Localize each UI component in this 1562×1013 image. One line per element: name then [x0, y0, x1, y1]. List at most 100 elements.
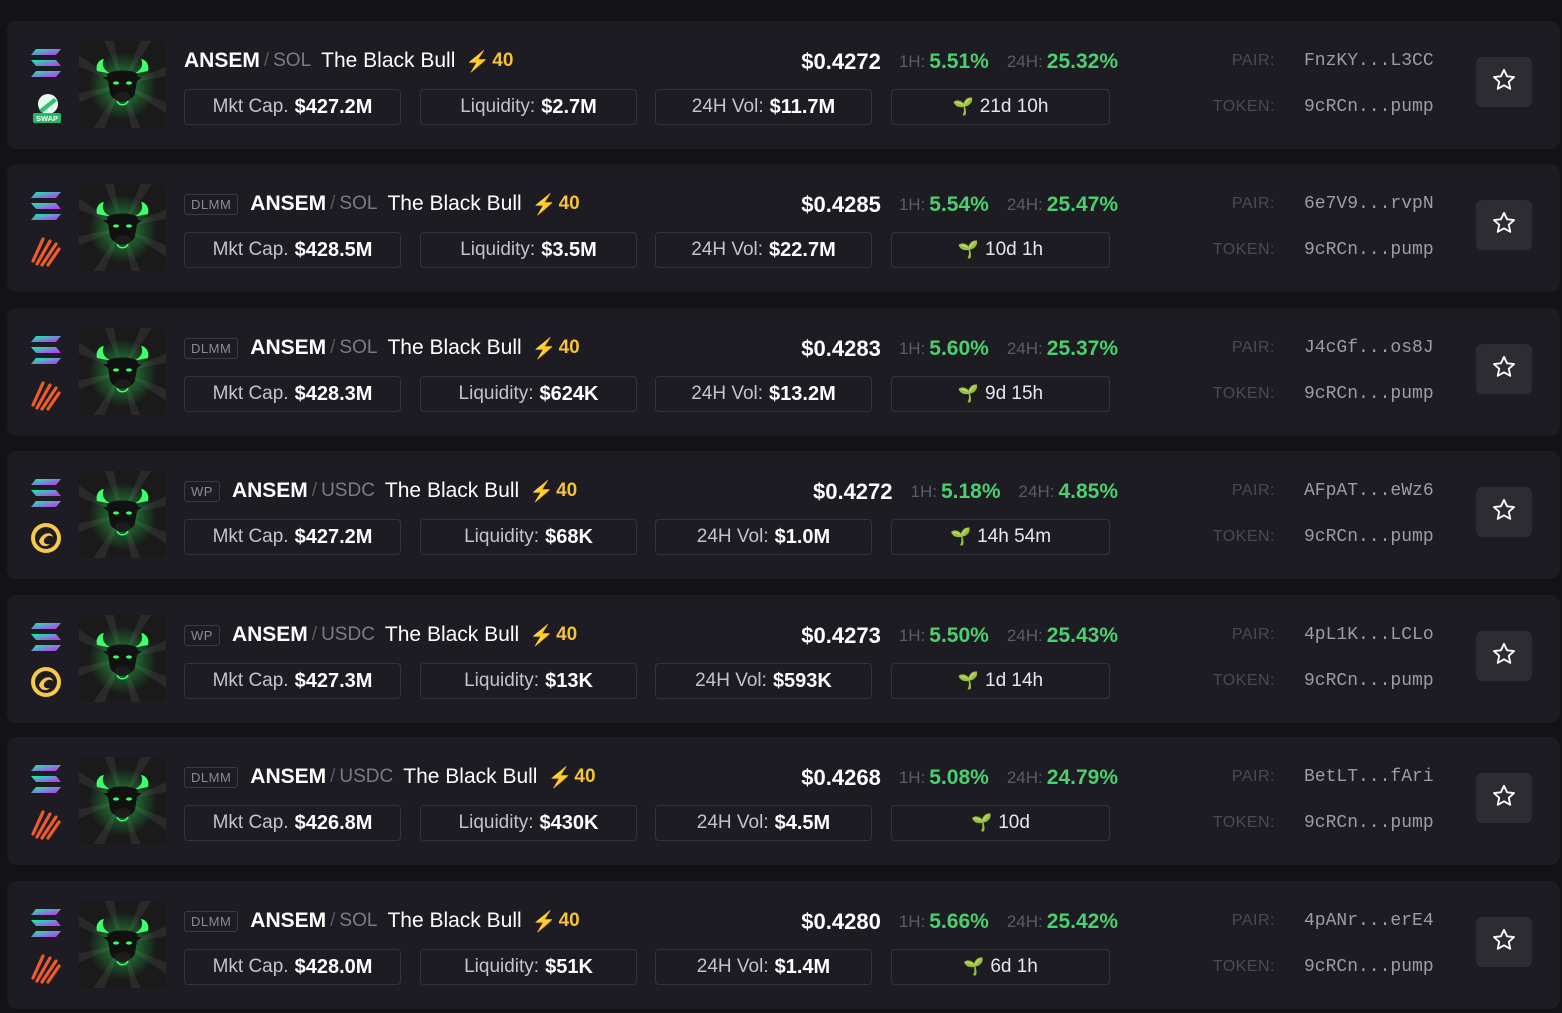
- liquidity-box: Liquidity: $2.7M: [420, 89, 637, 125]
- volume-value: $593K: [772, 669, 832, 692]
- pair-row[interactable]: DLMM ANSEM / SOL The Black Bull ⚡ 40 $0.…: [7, 164, 1560, 292]
- token-label: TOKEN:: [1212, 98, 1275, 115]
- pair-address[interactable]: 6e7V9...rvpN: [1304, 194, 1434, 214]
- pair-address[interactable]: FnzKY...L3CC: [1304, 51, 1434, 71]
- pair-heading[interactable]: ANSEM / SOL The Black Bull ⚡ 40: [184, 47, 513, 75]
- meteora-icon: [30, 808, 62, 840]
- score-value: 40: [558, 910, 580, 931]
- svg-text:SWAP: SWAP: [36, 114, 58, 123]
- token-avatar[interactable]: [79, 901, 166, 988]
- pair-heading[interactable]: DLMM ANSEM / SOL The Black Bull ⚡ 40: [184, 190, 580, 218]
- pair-address[interactable]: 4pL1K...LCLo: [1304, 625, 1434, 645]
- token-avatar[interactable]: [79, 757, 166, 844]
- liquidity-value: $2.7M: [541, 95, 597, 118]
- token-address[interactable]: 9cRCn...pump: [1304, 671, 1434, 691]
- pair-row[interactable]: WP ANSEM / USDC The Black Bull ⚡ 40 $0.4…: [7, 451, 1560, 579]
- token-address[interactable]: 9cRCn...pump: [1304, 527, 1434, 547]
- pair-row[interactable]: SWAP ANSEM / SOL The Black Bull ⚡ 40 $0.…: [7, 21, 1560, 149]
- pair-heading[interactable]: WP ANSEM / USDC The Black Bull ⚡ 40: [184, 477, 577, 505]
- token-address[interactable]: 9cRCn...pump: [1304, 813, 1434, 833]
- change-1h-label: 1H:: [910, 482, 937, 501]
- market-cap-box: Mkt Cap. $428.3M: [184, 376, 401, 412]
- pair-heading[interactable]: DLMM ANSEM / SOL The Black Bull ⚡ 40: [184, 334, 580, 362]
- pair-label: PAIR:: [1231, 626, 1275, 643]
- favorite-button[interactable]: [1476, 57, 1532, 107]
- score-value: 40: [556, 480, 578, 501]
- change-24h-label: 24H:: [1006, 339, 1043, 358]
- change-24h-label: 24H:: [1006, 626, 1043, 645]
- pair-address[interactable]: AFpAT...eWz6: [1304, 481, 1434, 501]
- token-avatar[interactable]: [79, 184, 166, 271]
- pool-type-badge: DLMM: [184, 337, 239, 359]
- token-name: The Black Bull: [387, 909, 522, 932]
- age-value: 10d 1h: [985, 239, 1044, 260]
- volume-value: $4.5M: [774, 811, 831, 834]
- pair-address[interactable]: J4cGf...os8J: [1304, 338, 1434, 358]
- pair-heading[interactable]: WP ANSEM / USDC The Black Bull ⚡ 40: [184, 621, 577, 649]
- token-label: TOKEN:: [1212, 814, 1275, 831]
- pool-type-badge: WP: [184, 624, 220, 646]
- sprout-icon: 🌱: [957, 240, 980, 259]
- liquidity-value: $624K: [539, 382, 599, 405]
- pair-separator: /: [330, 337, 336, 358]
- change-1h-label: 1H:: [898, 52, 926, 71]
- market-cap-box: Mkt Cap. $427.2M: [184, 89, 401, 125]
- pair-row[interactable]: DLMM ANSEM / SOL The Black Bull ⚡ 40 $0.…: [7, 881, 1560, 1009]
- market-cap-label: Mkt Cap.: [212, 812, 289, 833]
- solana-icon: [30, 908, 62, 938]
- token-address[interactable]: 9cRCn...pump: [1304, 384, 1434, 404]
- age-value: 6d 1h: [990, 956, 1038, 977]
- favorite-button[interactable]: [1476, 773, 1532, 823]
- market-cap-label: Mkt Cap.: [212, 239, 289, 260]
- token-avatar[interactable]: [79, 41, 166, 128]
- pair-address[interactable]: BetLT...fAri: [1304, 767, 1434, 787]
- favorite-button[interactable]: [1476, 917, 1532, 967]
- market-cap-label: Mkt Cap.: [212, 956, 289, 977]
- liquidity-label: Liquidity:: [464, 670, 540, 691]
- score-value: 40: [556, 624, 578, 645]
- solana-icon: [30, 622, 62, 652]
- sprout-icon: 🌱: [963, 957, 985, 976]
- price-value: $0.4272: [812, 479, 893, 504]
- price-value: $0.4268: [801, 765, 881, 790]
- token-address[interactable]: 9cRCn...pump: [1304, 97, 1434, 117]
- star-icon: [1491, 67, 1517, 98]
- token-avatar[interactable]: [79, 471, 166, 558]
- token-name: The Black Bull: [387, 192, 522, 215]
- sprout-icon: 🌱: [957, 671, 980, 690]
- token-avatar[interactable]: [79, 615, 166, 702]
- change-24h-value: 24.79%: [1046, 766, 1118, 789]
- liquidity-value: $51K: [545, 955, 593, 978]
- pool-type-badge: WP: [184, 480, 220, 502]
- pair-separator: /: [330, 766, 336, 787]
- price-stats: $0.4285 1H: 5.54% 24H: 25.47%: [801, 192, 1118, 218]
- meteora-icon: [30, 379, 62, 411]
- token-address[interactable]: 9cRCn...pump: [1304, 957, 1434, 977]
- star-icon: [1491, 354, 1517, 385]
- meteora-icon: [30, 235, 62, 267]
- pair-row[interactable]: WP ANSEM / USDC The Black Bull ⚡ 40 $0.4…: [7, 595, 1560, 723]
- price-stats: $0.4272 1H: 5.51% 24H: 25.32%: [801, 49, 1118, 75]
- pair-heading[interactable]: DLMM ANSEM / SOL The Black Bull ⚡ 40: [184, 907, 580, 935]
- favorite-button[interactable]: [1476, 344, 1532, 394]
- pair-row[interactable]: DLMM ANSEM / USDC The Black Bull ⚡ 40 $0…: [7, 737, 1560, 865]
- token-avatar[interactable]: [79, 328, 166, 415]
- favorite-button[interactable]: [1476, 200, 1532, 250]
- star-icon: [1491, 641, 1517, 672]
- pair-heading[interactable]: DLMM ANSEM / USDC The Black Bull ⚡ 40: [184, 763, 596, 791]
- change-24h-value: 25.32%: [1046, 50, 1118, 73]
- favorite-button[interactable]: [1476, 487, 1532, 537]
- volume-box: 24H Vol: $13.2M: [655, 376, 872, 412]
- volume-label: 24H Vol:: [691, 239, 764, 260]
- pair-address[interactable]: 4pANr...erE4: [1304, 911, 1434, 931]
- star-icon: [1491, 927, 1517, 958]
- change-24h-value: 25.47%: [1046, 193, 1118, 216]
- orca-icon: [30, 522, 62, 554]
- sprout-icon: 🌱: [952, 97, 974, 116]
- pair-row[interactable]: DLMM ANSEM / SOL The Black Bull ⚡ 40 $0.…: [7, 308, 1560, 436]
- favorite-button[interactable]: [1476, 631, 1532, 681]
- change-24h-value: 4.85%: [1058, 480, 1118, 503]
- pool-type-badge: DLMM: [184, 910, 239, 932]
- market-cap-box: Mkt Cap. $427.3M: [184, 663, 401, 699]
- token-address[interactable]: 9cRCn...pump: [1304, 240, 1434, 260]
